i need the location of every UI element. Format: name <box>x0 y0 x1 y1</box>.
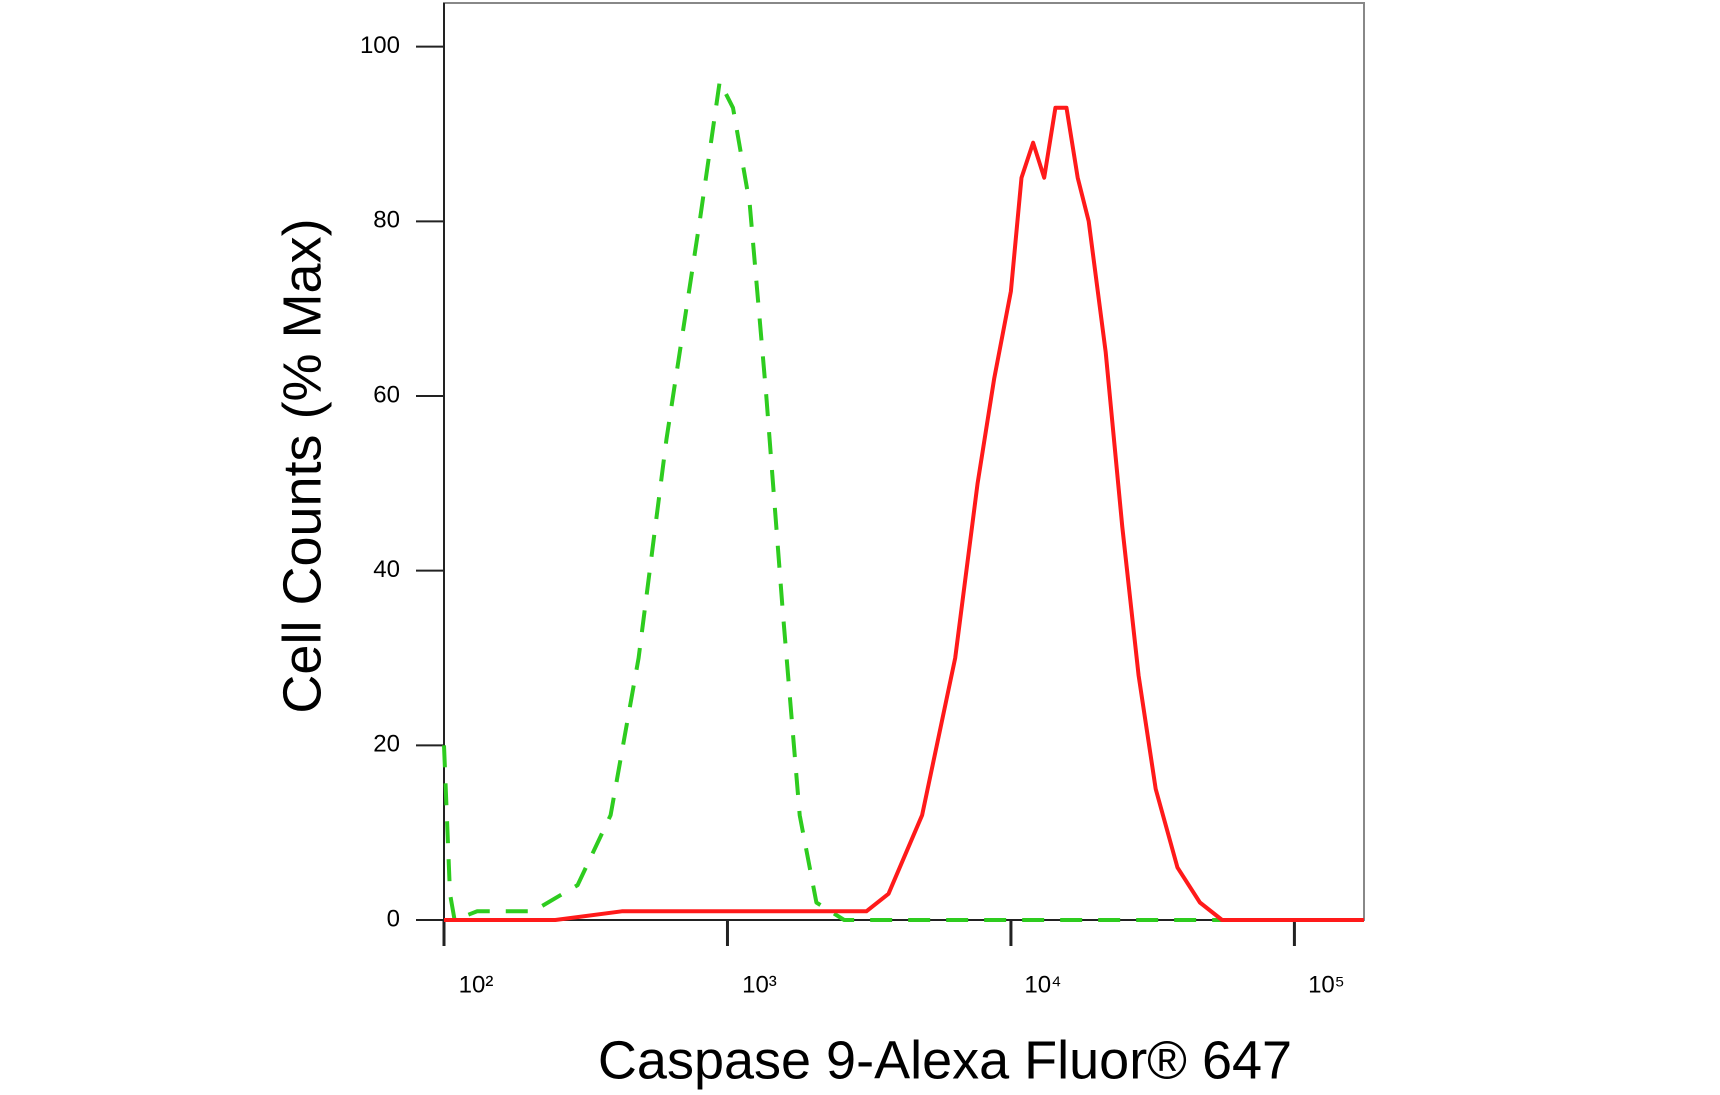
x-tick-label: 10⁵ <box>1308 971 1345 998</box>
y-tick-label: 40 <box>373 556 400 583</box>
x-tick-label: 10² <box>459 971 494 998</box>
y-axis-title: Cell Counts (% Max) <box>272 218 332 713</box>
x-axis-title: Caspase 9-Alexa Fluor® 647 <box>598 1030 1292 1090</box>
y-tick-label: 100 <box>360 32 400 59</box>
y-tick-label: 20 <box>373 731 400 758</box>
y-tick-label: 80 <box>373 207 400 234</box>
y-tick-label: 0 <box>387 905 400 932</box>
x-tick-label: 10³ <box>742 971 777 998</box>
series-line <box>442 79 1364 922</box>
series-line <box>444 105 1364 922</box>
y-tick-label: 60 <box>373 381 400 408</box>
plot-frame <box>443 2 1365 921</box>
x-tick-label: 10⁴ <box>1024 971 1061 998</box>
